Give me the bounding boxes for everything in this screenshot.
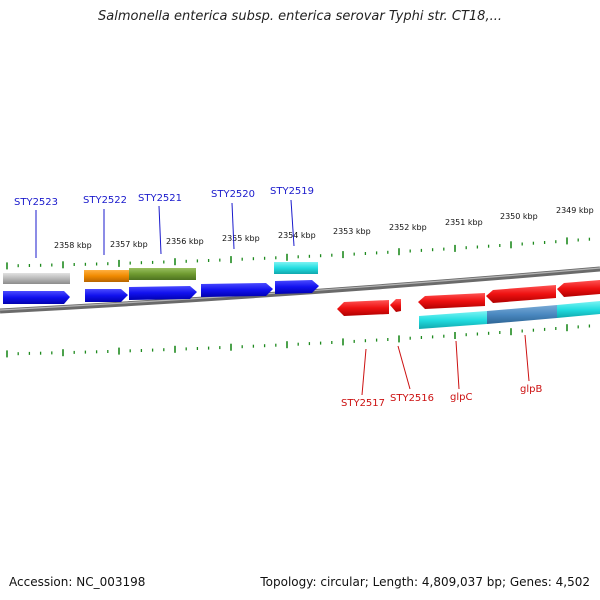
gene-label[interactable]: STY2519 — [270, 186, 314, 197]
scale-label: 2357 kbp — [110, 240, 148, 249]
gene-label[interactable]: STY2516 — [390, 393, 434, 404]
scale-label: 2352 kbp — [389, 223, 427, 232]
gene-label[interactable]: STY2520 — [211, 189, 255, 200]
scale-labels: 2358 kbp 2357 kbp 2356 kbp 2355 kbp 2354… — [54, 206, 594, 250]
feature-cyan[interactable] — [274, 262, 318, 274]
gene-reverse[interactable] — [390, 299, 401, 312]
gene-forward[interactable] — [201, 283, 273, 297]
gene-reverse[interactable] — [486, 285, 556, 303]
feature-steelblue[interactable] — [487, 305, 557, 324]
genome-summary-text: Topology: circular; Length: 4,809,037 bp… — [260, 575, 590, 589]
reverse-genes — [337, 280, 600, 316]
forward-genes — [3, 280, 319, 304]
scale-label: 2356 kbp — [166, 237, 204, 246]
feature-track-upper — [3, 262, 318, 284]
gene-reverse[interactable] — [337, 300, 389, 316]
scale-label: 2350 kbp — [500, 212, 538, 221]
gene-forward[interactable] — [129, 286, 197, 300]
accession-text: Accession: NC_003198 — [9, 575, 146, 589]
gene-reverse[interactable] — [557, 280, 600, 297]
scale-label: 2355 kbp — [222, 234, 260, 243]
gene-forward[interactable] — [3, 291, 70, 304]
feature-cyan[interactable] — [557, 301, 600, 318]
scale-label: 2358 kbp — [54, 241, 92, 250]
feature-orange[interactable] — [84, 270, 129, 282]
gene-label[interactable]: STY2523 — [14, 197, 58, 208]
scale-ticks-bottom — [6, 324, 591, 358]
genome-title: Salmonella enterica subsp. enterica sero… — [98, 9, 502, 24]
scale-ticks-top — [6, 237, 591, 270]
feature-olive[interactable] — [129, 268, 196, 280]
gene-label[interactable]: STY2517 — [341, 398, 385, 409]
gene-label[interactable]: glpB — [520, 384, 542, 395]
gene-label[interactable]: STY2522 — [83, 195, 127, 206]
feature-cyan[interactable] — [419, 311, 487, 329]
scale-label: 2351 kbp — [445, 218, 483, 227]
feature-gray[interactable] — [3, 273, 70, 284]
gene-forward[interactable] — [275, 280, 319, 294]
gene-reverse[interactable] — [418, 293, 485, 309]
reverse-gene-labels: STY2517 STY2516 glpC glpB — [341, 334, 542, 409]
scale-label: 2353 kbp — [333, 227, 371, 236]
gene-label[interactable]: STY2521 — [138, 193, 182, 204]
feature-track-lower — [419, 301, 600, 329]
scale-label: 2354 kbp — [278, 231, 316, 240]
forward-gene-labels: STY2523 STY2522 STY2521 STY2520 STY2519 — [14, 186, 314, 258]
gene-label[interactable]: glpC — [450, 392, 472, 403]
gene-forward[interactable] — [85, 289, 128, 302]
scale-label: 2349 kbp — [556, 206, 594, 215]
